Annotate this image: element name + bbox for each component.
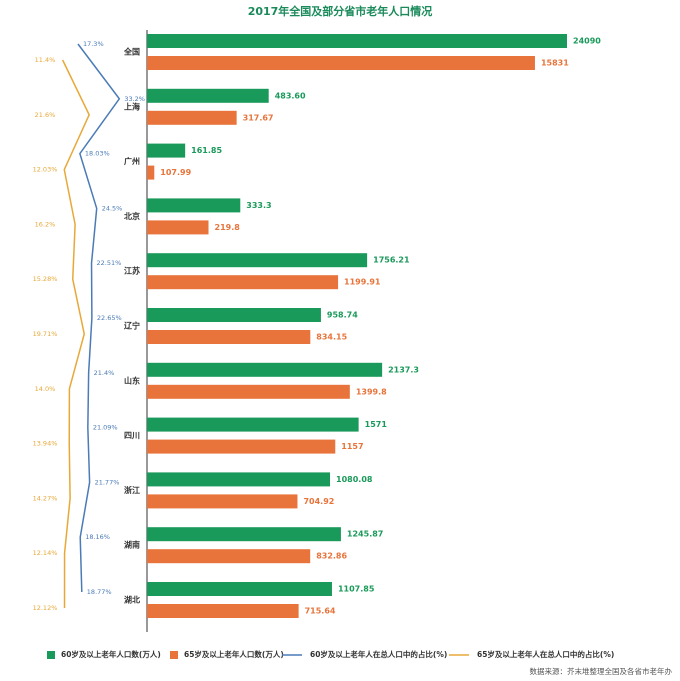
source: 数据来源：芥末堆整理全国及各省市老年办 [530,666,673,676]
value-label: 1245.87 [347,530,383,539]
value-label: 21.6% [35,111,56,119]
legend-label: 60岁及以上老年人口数(万人) [61,649,161,659]
value-label: 18.03% [85,150,110,158]
bar [147,439,336,454]
bar [147,604,299,618]
value-label: 18.77% [87,588,112,596]
value-label: 14.0% [35,385,56,393]
value-label: 1571 [365,420,388,429]
bar [147,494,298,509]
value-label: 22.51% [97,259,122,267]
value-label: 24.5% [102,204,123,212]
value-label: 18.16% [85,533,110,541]
value-label: 1107.85 [338,585,375,594]
bar [147,165,155,180]
value-label: 333.3 [246,201,271,210]
category-label: 浙江 [124,485,140,495]
line [77,43,121,593]
category-label: 山东 [124,375,140,385]
value-label: 704.92 [303,497,334,506]
value-label: 219.8 [215,223,241,232]
value-label: 12.03% [33,166,58,174]
bar [147,417,359,432]
bar [147,275,339,290]
bar [147,527,341,542]
category-label: 全国 [123,47,140,57]
chart-title: 2017年全国及部分省市老年人口情况 [248,4,433,18]
legend-label: 60岁及以上老年人在总人口中的占比(%) [310,649,447,659]
bar [147,330,311,344]
value-label: 12.12% [33,604,58,612]
category-label: 四川 [124,431,140,440]
value-label: 21.09% [93,424,118,432]
value-label: 1199.91 [344,278,381,287]
bar [147,308,321,322]
value-label: 1756.21 [373,256,410,265]
bar [147,110,237,125]
value-label: 12.14% [33,549,58,557]
value-label: 715.64 [305,607,336,616]
value-label: 1399.8 [356,387,387,396]
bar [147,582,332,596]
value-label: 16.2% [35,220,56,228]
legend-swatch [47,651,55,659]
category-label: 湖北 [124,595,140,605]
value-label: 19.71% [33,330,58,338]
value-label: 17.3% [83,40,104,48]
value-label: 1157 [341,442,363,451]
value-label: 832.86 [316,552,347,561]
category-label: 江苏 [124,266,140,276]
value-label: 958.74 [327,311,358,320]
value-label: 483.60 [275,91,306,100]
value-label: 834.15 [316,333,347,342]
category-label: 广州 [124,156,140,166]
value-label: 21.77% [95,478,120,486]
value-label: 13.94% [33,440,58,448]
bar [147,88,269,103]
value-label: 2137.3 [388,365,419,374]
category-label: 湖南 [124,540,140,550]
bar [147,34,567,48]
value-label: 15.28% [33,275,58,283]
bar [147,220,209,235]
bar [147,549,311,564]
category-label: 北京 [124,211,140,221]
value-label: 21.4% [94,369,115,377]
bar [147,472,331,487]
legend-label: 65岁及以上老年人口数(万人) [184,649,284,659]
category-label: 上海 [124,101,140,111]
value-label: 33.2% [124,95,145,103]
value-label: 317.67 [243,113,274,122]
bar [147,362,383,377]
value-label: 1080.08 [336,475,373,484]
line [61,59,90,609]
legend-swatch [170,651,178,659]
bar [147,384,350,399]
bar [147,56,535,70]
value-label: 24090 [573,37,601,46]
bar [147,198,241,213]
value-label: 11.4% [35,56,56,64]
bar [147,143,186,158]
value-label: 14.27% [33,494,58,502]
category-label: 辽宁 [124,321,140,331]
value-label: 15831 [541,59,569,68]
value-label: 161.85 [191,146,222,155]
value-label: 22.65% [97,314,122,322]
value-label: 107.99 [160,168,191,177]
bar [147,253,368,268]
legend-label: 65岁及以上老年人在总人口中的占比(%) [477,649,614,659]
